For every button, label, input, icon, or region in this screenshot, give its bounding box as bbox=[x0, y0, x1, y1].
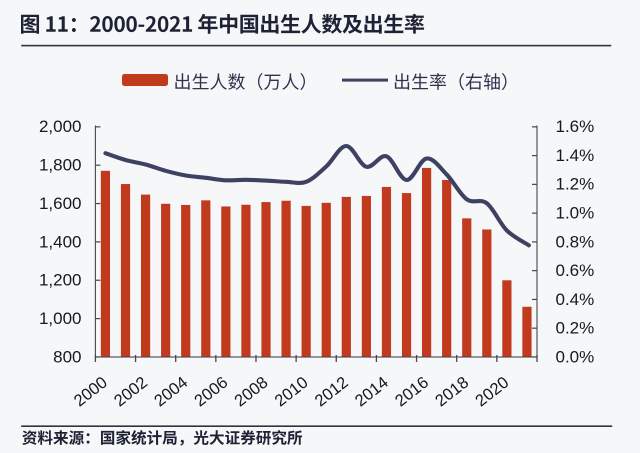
svg-text:1.6%: 1.6% bbox=[556, 117, 595, 136]
svg-text:1,200: 1,200 bbox=[39, 271, 82, 290]
svg-text:0.8%: 0.8% bbox=[556, 232, 595, 251]
svg-text:1.4%: 1.4% bbox=[556, 146, 595, 165]
svg-text:0.0%: 0.0% bbox=[556, 347, 595, 366]
svg-text:0.6%: 0.6% bbox=[556, 261, 595, 280]
svg-text:0.4%: 0.4% bbox=[556, 290, 595, 309]
svg-text:2,000: 2,000 bbox=[39, 117, 82, 136]
svg-text:800: 800 bbox=[53, 347, 81, 366]
svg-text:0.2%: 0.2% bbox=[556, 319, 595, 338]
svg-text:1.0%: 1.0% bbox=[556, 203, 595, 222]
svg-text:1,800: 1,800 bbox=[39, 156, 82, 175]
svg-text:1,000: 1,000 bbox=[39, 309, 82, 328]
svg-text:1,600: 1,600 bbox=[39, 194, 82, 213]
svg-text:1,400: 1,400 bbox=[39, 232, 82, 251]
svg-text:1.2%: 1.2% bbox=[556, 175, 595, 194]
